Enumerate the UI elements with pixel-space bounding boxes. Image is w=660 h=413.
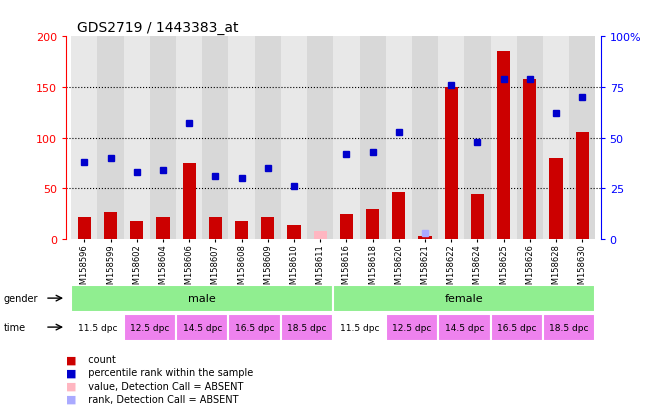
Bar (418, 237, 432, 240)
Bar (497, 52, 510, 240)
Text: count: count (82, 354, 116, 364)
Bar (392, 193, 405, 240)
Bar (78, 217, 91, 240)
Bar (517, 37, 543, 240)
Bar (104, 212, 117, 240)
Text: 14.5 dpc: 14.5 dpc (445, 323, 484, 332)
Bar (490, 314, 543, 341)
Text: 12.5 dpc: 12.5 dpc (130, 323, 170, 332)
Bar (445, 88, 458, 240)
Bar (340, 214, 353, 240)
Text: time: time (3, 322, 26, 332)
Bar (209, 217, 222, 240)
Bar (130, 221, 143, 240)
Text: 18.5 dpc: 18.5 dpc (287, 323, 327, 332)
Bar (490, 37, 517, 240)
Text: ■: ■ (66, 381, 77, 391)
Bar (228, 314, 281, 341)
Text: ■: ■ (66, 368, 77, 377)
Bar (156, 217, 170, 240)
Bar (569, 37, 595, 240)
Bar (550, 159, 562, 240)
Text: 11.5 dpc: 11.5 dpc (340, 323, 380, 332)
Bar (281, 37, 307, 240)
Bar (366, 209, 379, 240)
Bar (471, 195, 484, 240)
Bar (98, 37, 123, 240)
Bar (385, 37, 412, 240)
Bar (360, 37, 385, 240)
Bar (228, 37, 255, 240)
Bar (438, 37, 465, 240)
Bar (235, 221, 248, 240)
Text: rank, Detection Call = ABSENT: rank, Detection Call = ABSENT (82, 394, 239, 404)
Bar (176, 37, 202, 240)
Bar (307, 37, 333, 240)
Text: GDS2719 / 1443383_at: GDS2719 / 1443383_at (77, 21, 238, 35)
Text: ■: ■ (66, 354, 77, 364)
Bar (576, 132, 589, 240)
Bar (202, 37, 228, 240)
Bar (123, 37, 150, 240)
Bar (71, 285, 333, 312)
Bar (385, 314, 438, 341)
Bar (333, 37, 360, 240)
Bar (71, 37, 98, 240)
Text: male: male (188, 293, 216, 304)
Text: 14.5 dpc: 14.5 dpc (183, 323, 222, 332)
Bar (412, 37, 438, 240)
Bar (71, 314, 123, 341)
Bar (465, 37, 490, 240)
Bar (261, 217, 275, 240)
Text: value, Detection Call = ABSENT: value, Detection Call = ABSENT (82, 381, 244, 391)
Bar (255, 37, 281, 240)
Bar (281, 314, 333, 341)
Bar (176, 314, 228, 341)
Bar (523, 80, 537, 240)
Text: 16.5 dpc: 16.5 dpc (235, 323, 275, 332)
Bar (183, 164, 196, 240)
Bar (543, 37, 569, 240)
Bar (150, 37, 176, 240)
Bar (438, 314, 490, 341)
Bar (333, 314, 385, 341)
Bar (314, 231, 327, 240)
Text: gender: gender (3, 293, 38, 304)
Bar (333, 285, 595, 312)
Bar (288, 225, 300, 240)
Text: 11.5 dpc: 11.5 dpc (78, 323, 117, 332)
Text: female: female (445, 293, 484, 304)
Bar (543, 314, 595, 341)
Text: 16.5 dpc: 16.5 dpc (497, 323, 537, 332)
Text: percentile rank within the sample: percentile rank within the sample (82, 368, 253, 377)
Text: 12.5 dpc: 12.5 dpc (392, 323, 432, 332)
Text: 18.5 dpc: 18.5 dpc (549, 323, 589, 332)
Text: ■: ■ (66, 394, 77, 404)
Bar (123, 314, 176, 341)
